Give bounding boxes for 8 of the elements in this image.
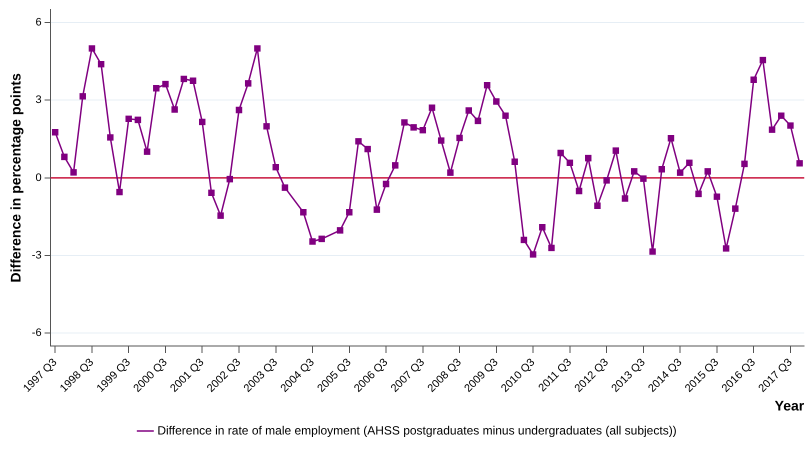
y-tick-label: 0: [35, 172, 42, 184]
legend-label: Difference in rate of male employment (AHSS postgraduates minus undergraduates (all subjects)): [157, 423, 677, 438]
y-axis-title: Difference in percentage points: [7, 72, 24, 282]
y-tick-label: -6: [32, 327, 42, 340]
y-tick-label: 3: [35, 94, 42, 106]
y-tick-label: -3: [32, 249, 42, 262]
y-tick-label: 6: [35, 16, 42, 29]
x-axis-title: Year: [774, 397, 805, 414]
